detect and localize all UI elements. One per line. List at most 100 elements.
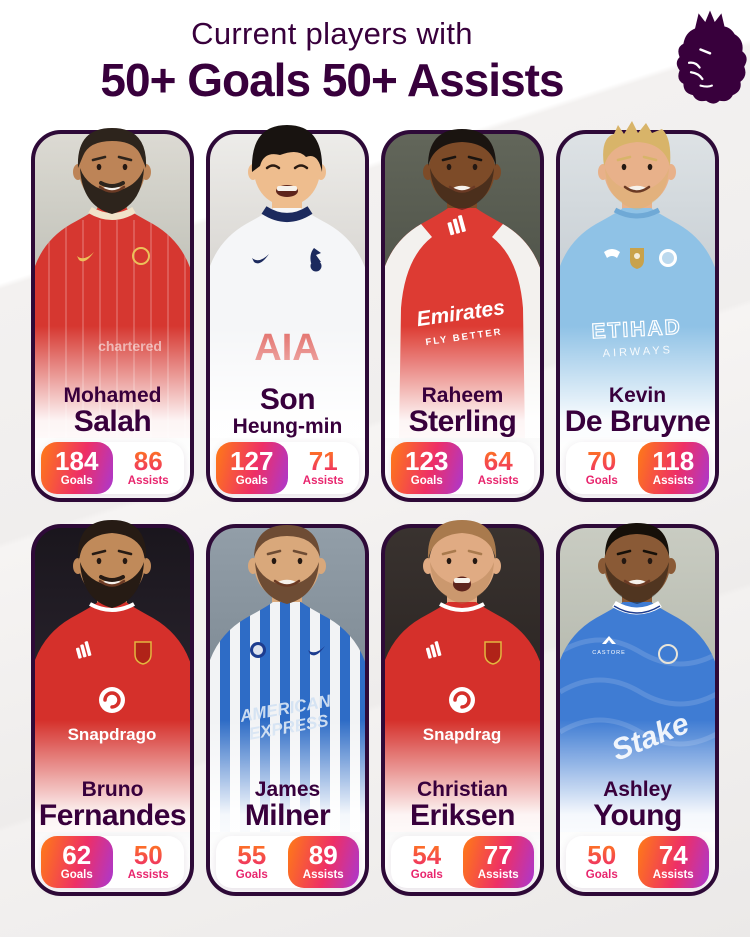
stat-value: 86 [133, 445, 163, 476]
svg-text:CASTORE: CASTORE [592, 650, 626, 656]
stat-value: 74 [658, 839, 688, 870]
stat-label: Goals [410, 868, 443, 881]
player-name-line2: Young [593, 799, 682, 833]
stat-value: 71 [308, 445, 338, 476]
beard [605, 562, 669, 604]
player-card: charteredMohamedSalah184Goals86Assists [31, 128, 194, 502]
eyes [621, 163, 653, 171]
player-name: Bruno Fernandes [31, 779, 194, 832]
eyes [271, 557, 303, 565]
player-name: James Milner [206, 779, 369, 832]
stat-label: Assists [652, 868, 694, 881]
snapdragon-logo-icon [449, 687, 475, 713]
eyebrows [441, 155, 483, 162]
hair [251, 125, 323, 172]
stat-goals: 70 Goals [566, 442, 638, 494]
player-name-line2: Salah [73, 405, 152, 439]
adidas-logo-icon [75, 641, 92, 659]
eyes [446, 557, 478, 565]
player-card: SnapdragChristianEriksen54Goals77Assists [381, 520, 544, 896]
player-name: Mohamed Salah [31, 385, 194, 438]
moustache [99, 181, 125, 188]
collar [613, 207, 661, 219]
player-name-line2: Fernandes [38, 799, 187, 833]
teeth [277, 186, 297, 191]
stat-label: Goals [410, 474, 443, 487]
stat-value: 54 [412, 839, 442, 870]
header: Current players with 50+ Goals 50+ Assis… [0, 0, 750, 116]
stat-value: 50 [587, 839, 617, 870]
head [604, 134, 670, 206]
player-name-line2: Eriksen [410, 799, 515, 833]
snapdragon-logo-icon [99, 687, 125, 713]
player-card: CASTOREStakeAshleyYoung50Goals74Assists [556, 523, 719, 896]
hair [427, 520, 497, 560]
adidas-logo-icon [425, 641, 442, 659]
collar [89, 602, 135, 612]
stat-goals: 184 Goals [41, 442, 113, 494]
player-name: Son Heung-min [206, 385, 369, 438]
stat-goals: 54 Goals [391, 836, 463, 888]
stat-value: 184 [55, 445, 99, 476]
stat-label: Goals [60, 868, 93, 881]
stat-value: 77 [483, 839, 513, 870]
stat-assists: 74 Assists [637, 836, 709, 888]
stat-label: Assists [477, 474, 519, 487]
player-card: AMERICANEXPRESSJamesMilner55Goals89Assis… [206, 524, 369, 896]
stats-pill: 54 Goals 77 Assists [391, 836, 534, 888]
beard [605, 168, 669, 210]
stats-pill: 123 Goals 64 Assists [391, 442, 534, 494]
player-card: EmiratesFLY BETTERRaheemSterling123Goals… [381, 129, 544, 502]
fifa-badge [630, 248, 644, 269]
beard [430, 168, 494, 210]
stats-pill: 127 Goals 71 Assists [216, 442, 359, 494]
stat-value: 118 [652, 445, 695, 476]
stat-value: 50 [133, 839, 163, 870]
moustache [99, 575, 125, 582]
player-name-line1: Son [259, 383, 316, 417]
beard [255, 562, 319, 604]
stat-value: 62 [62, 839, 92, 870]
player-name-line2: De Bruyne [564, 405, 711, 439]
smile [623, 185, 651, 193]
player-card-grid: charteredMohamedSalah184Goals86AssistsAI… [0, 121, 750, 896]
castore-logo-icon: CASTORE [592, 636, 626, 656]
stat-label: Assists [302, 474, 344, 487]
stat-goals: 123 Goals [391, 442, 463, 494]
stat-label: Goals [585, 474, 618, 487]
head [429, 528, 495, 600]
collar [612, 600, 662, 615]
player-name-line1: James [254, 778, 321, 802]
smile [273, 579, 301, 587]
club-crest [132, 247, 150, 265]
collar [439, 602, 485, 612]
stat-goals: 127 Goals [216, 442, 288, 494]
stat-goals: 62 Goals [41, 836, 113, 888]
player-name-line1: Kevin [608, 384, 667, 408]
player-name-line1: Bruno [81, 778, 144, 802]
stats-pill: 184 Goals 86 Assists [41, 442, 184, 494]
collar [261, 206, 313, 222]
stat-assists: 50 Assists [113, 836, 185, 888]
stat-label: Assists [302, 868, 344, 881]
stat-assists: 89 Assists [287, 836, 359, 888]
stat-label: Assists [477, 868, 519, 881]
smile [448, 185, 476, 193]
player-name-line2: Heung-min [232, 415, 343, 439]
smile [98, 579, 126, 587]
collar [88, 206, 136, 220]
crest-and-swoosh [250, 642, 325, 658]
teeth [454, 578, 470, 583]
player-name-line1: Ashley [603, 778, 672, 802]
stat-value: 70 [587, 445, 617, 476]
beard [80, 168, 144, 214]
page-subtitle: Current players with [191, 16, 473, 51]
player-name: Christian Eriksen [381, 779, 544, 832]
hair [605, 523, 669, 556]
eyebrows [91, 155, 133, 162]
stat-label: Assists [652, 474, 694, 487]
smile [623, 579, 651, 587]
beard [80, 562, 144, 608]
closed-eyes [265, 164, 309, 170]
